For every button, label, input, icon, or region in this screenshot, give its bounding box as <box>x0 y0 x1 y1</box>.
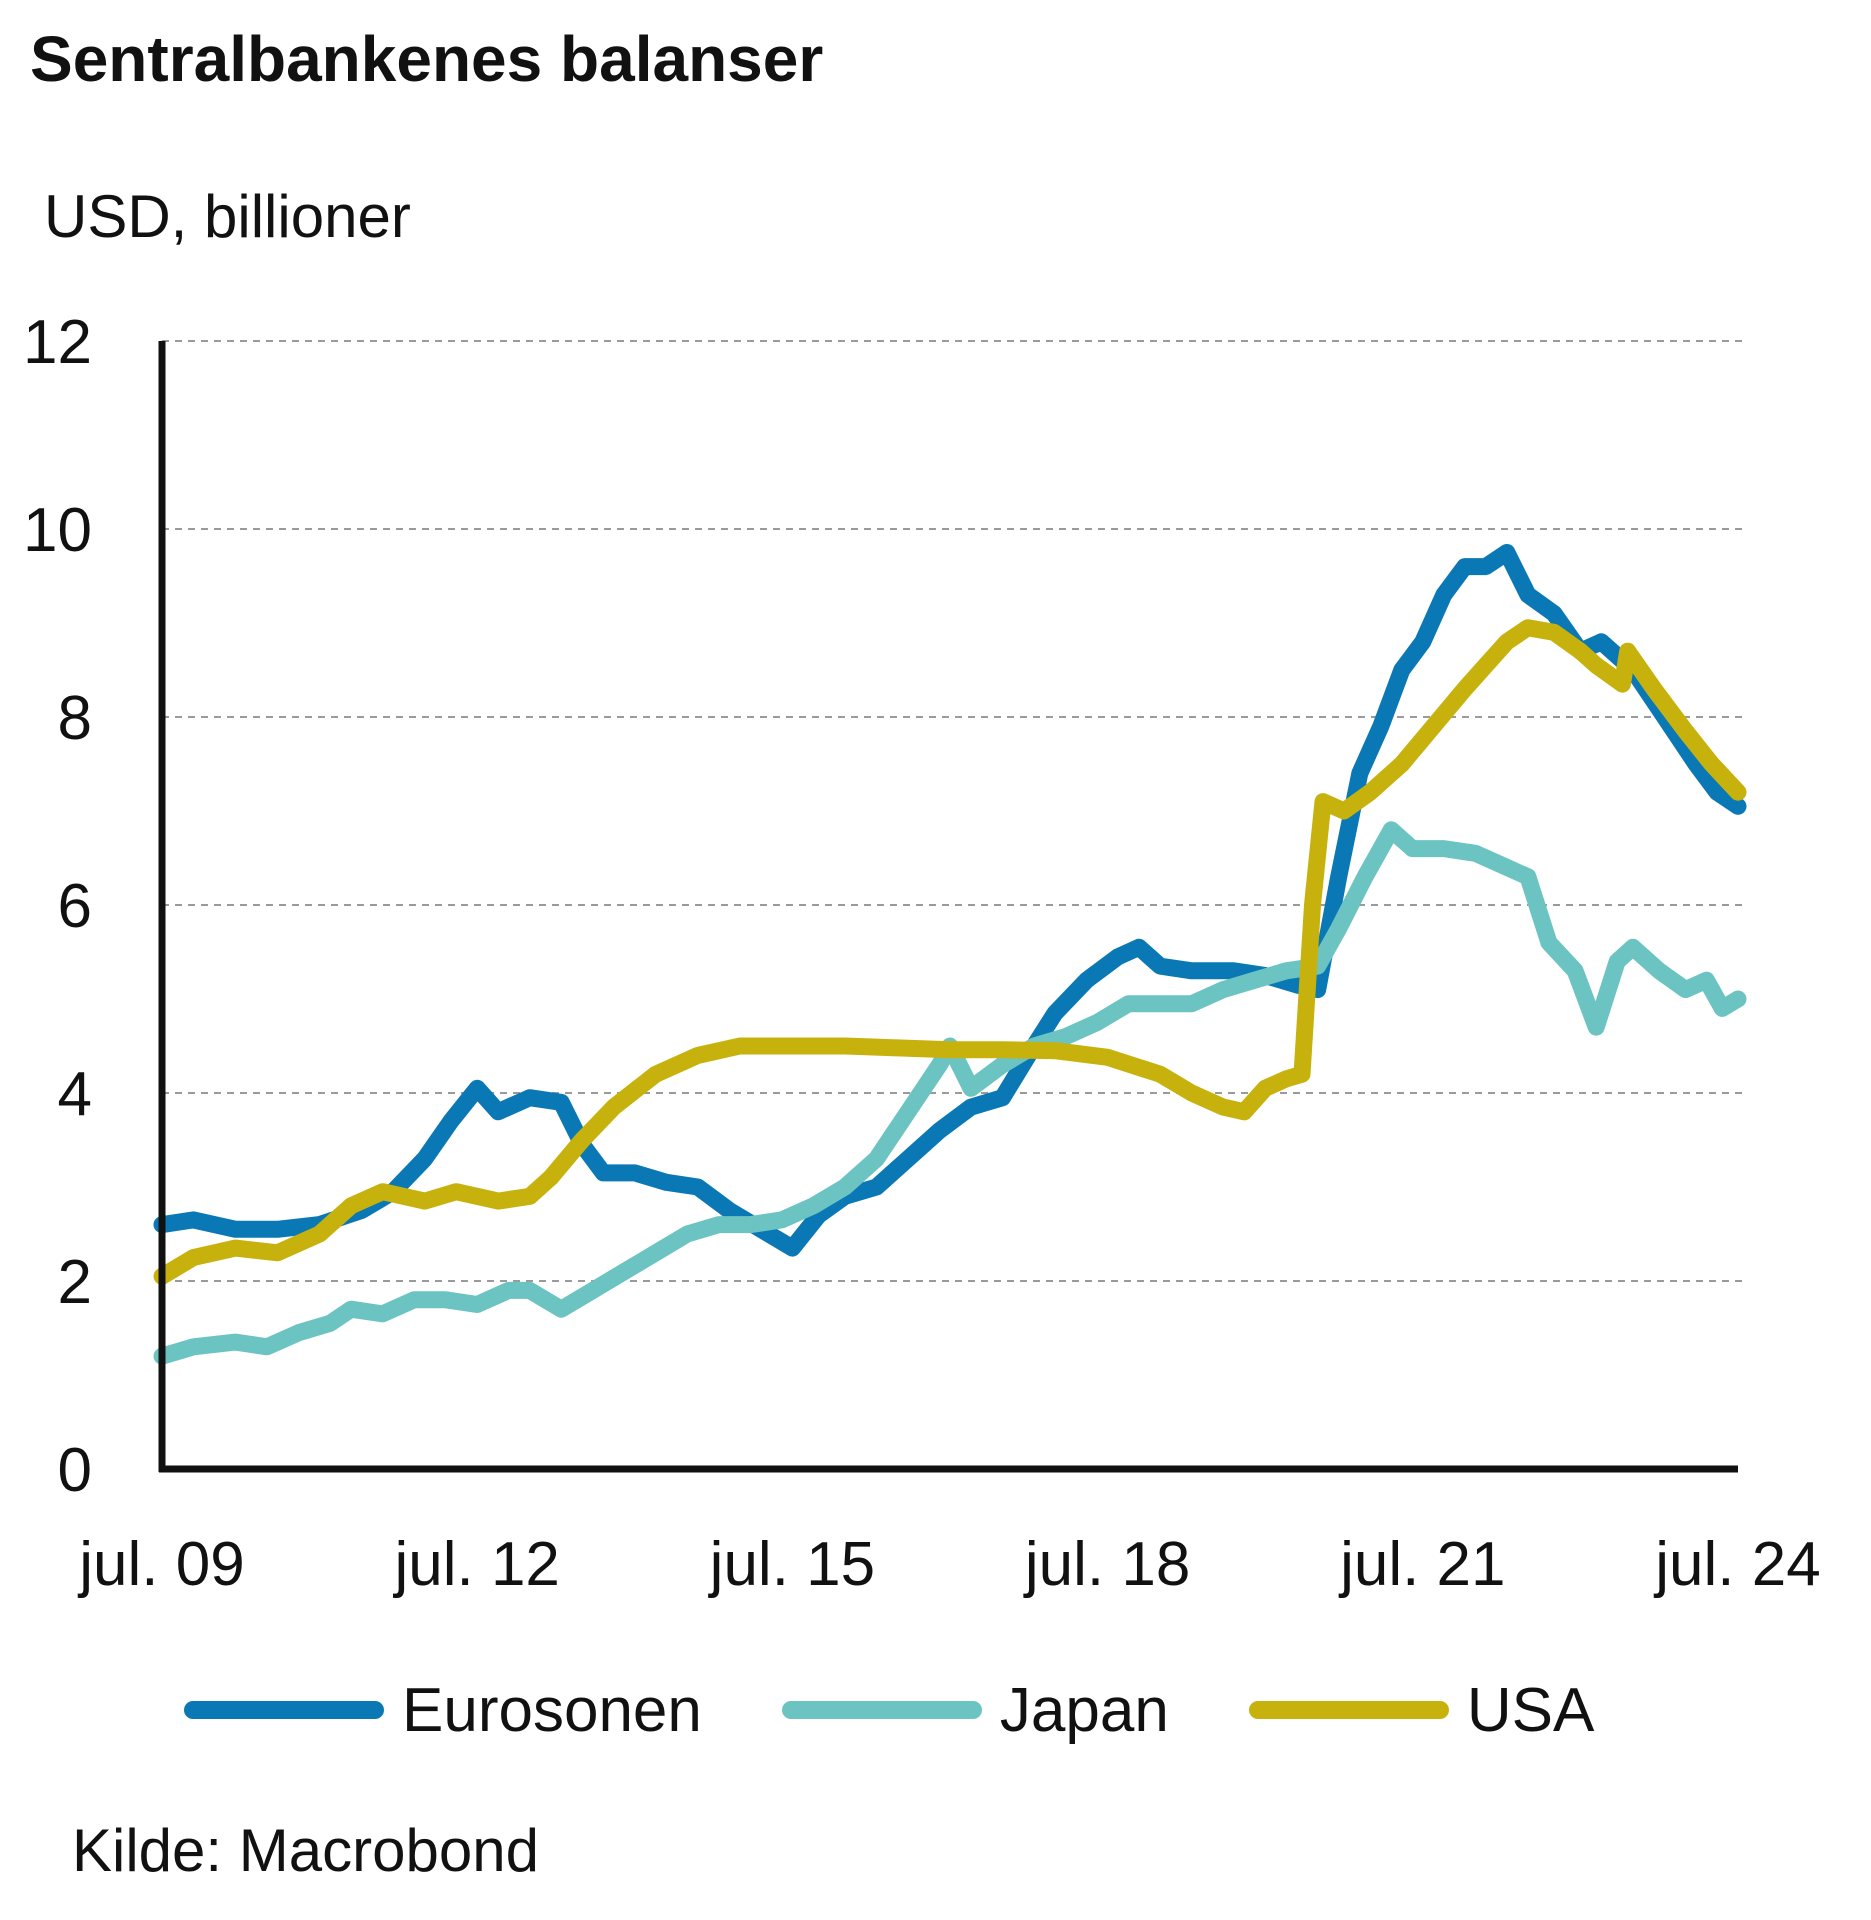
x-tick-label-3: jul. 18 <box>1023 1530 1190 1599</box>
legend-item-usa: USA <box>1248 1675 1595 1746</box>
y-tick-label-4: 4 <box>58 1060 92 1129</box>
y-tick-label-8: 8 <box>58 684 92 753</box>
y-tick-label-6: 6 <box>58 872 92 941</box>
x-tick-label-4: jul. 21 <box>1338 1530 1505 1599</box>
y-axis-unit-label: USD, billioner <box>44 183 411 250</box>
axes <box>158 341 1738 1473</box>
y-tick-labels: 0 2 4 6 8 10 12 <box>23 308 92 1505</box>
x-tick-label-1: jul. 12 <box>392 1530 559 1599</box>
series-line-usa <box>153 619 1747 1285</box>
legend-label-eurosonen: Eurosonen <box>402 1675 702 1745</box>
x-tick-labels: jul. 09 jul. 12 jul. 15 jul. 18 jul. 21 jul. … <box>77 1530 1820 1599</box>
gridlines <box>162 340 1742 1282</box>
legend-item-japan: Japan <box>781 1675 1169 1746</box>
legend-item-eurosonen: Eurosonen <box>184 1675 702 1746</box>
y-tick-label-2: 2 <box>58 1248 92 1317</box>
y-tick-label-0: 0 <box>58 1436 92 1505</box>
legend: Eurosonen Japan USA <box>184 1670 1674 1750</box>
legend-label-japan: Japan <box>999 1675 1169 1745</box>
x-tick-label-0: jul. 09 <box>77 1530 244 1599</box>
legend-swatch-eurosonen <box>184 1701 384 1719</box>
legend-swatch-japan <box>781 1701 982 1719</box>
y-tick-label-10: 10 <box>23 496 92 565</box>
series-lines <box>153 544 1747 1365</box>
x-tick-label-2: jul. 15 <box>708 1530 875 1599</box>
source-note: Kilde: Macrobond <box>72 1817 539 1884</box>
y-tick-label-12: 12 <box>23 308 92 377</box>
series-line-japan <box>153 821 1747 1365</box>
legend-label-usa: USA <box>1466 1675 1595 1745</box>
chart-title: Sentralbankenes balanser <box>30 23 824 95</box>
x-tick-label-5: jul. 24 <box>1653 1530 1820 1599</box>
legend-swatch-usa <box>1248 1701 1449 1719</box>
